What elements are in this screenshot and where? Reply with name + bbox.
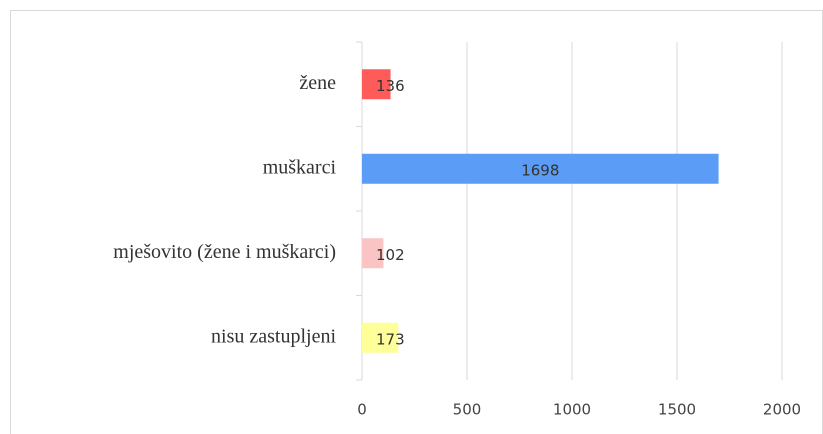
x-tick-label: 0	[357, 401, 367, 419]
bar	[362, 238, 384, 269]
bar	[362, 322, 399, 353]
chart-border	[10, 10, 823, 434]
x-tick-label: 2000	[763, 401, 801, 419]
y-tick-label: mješovito (žene i muškarci)	[113, 241, 336, 263]
y-tick-label: žene	[299, 72, 336, 94]
y-tick-label: nisu zastupljeni	[211, 325, 336, 347]
data-label: 1698	[521, 161, 559, 179]
x-tick-label: 1000	[553, 401, 591, 419]
data-label: 173	[376, 330, 405, 348]
data-label: 136	[376, 77, 405, 95]
bar	[362, 153, 719, 184]
y-tick-label: muškarci	[263, 156, 337, 178]
data-label: 102	[376, 246, 405, 264]
x-tick-label: 500	[453, 401, 482, 419]
x-tick-label: 1500	[658, 401, 696, 419]
bar	[362, 69, 391, 100]
